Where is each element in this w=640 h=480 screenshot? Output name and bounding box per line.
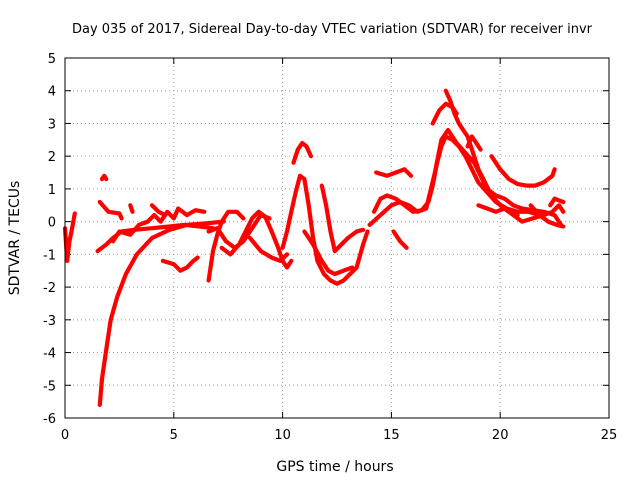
axis-ticks: 0 5 10 15 20 25 -6 -5 -4 -3 -2 -1 0 1 2 3 4 5 [43,52,617,443]
series-track-19 [367,127,564,227]
series-track-9 [160,255,200,273]
series-track-13 [247,235,290,263]
y-tick-label: 0 [48,216,56,231]
y-tick-label: -5 [43,379,56,394]
y-tick-label: -2 [43,281,56,296]
y-tick-label: 1 [48,183,56,198]
series-track-21 [391,229,409,250]
series-track-15 [291,141,313,165]
series-track-28 [548,196,566,208]
series-track-7 [128,203,135,214]
x-tick-label: 20 [492,428,509,443]
plot-frame [64,57,610,419]
x-axis-label: GPS time / hours [276,459,393,475]
data-series [62,88,566,407]
series-track-24 [465,134,483,152]
y-tick-label: 4 [48,85,56,100]
y-tick-label: -1 [43,248,56,263]
series-track-2 [99,173,109,182]
y-tick-label: -6 [43,412,56,427]
x-tick-label: 0 [61,428,69,443]
series-track-27 [528,203,566,229]
series-track-5 [97,219,226,407]
y-tick-label: -4 [43,347,56,362]
series-track-14 [280,173,370,286]
series-track-8 [149,203,168,218]
grid [65,58,609,418]
series-track-16 [319,183,366,254]
series-track-25 [489,154,557,188]
y-tick-label: 2 [48,150,56,165]
x-tick-label: 5 [170,428,178,443]
series-track-26 [476,203,566,224]
series-track-20 [374,167,414,178]
series-track-23 [443,88,520,218]
series-track-6 [110,206,207,244]
y-axis-label: SDTVAR / TECUs [7,181,23,296]
y-tick-label: 3 [48,117,56,132]
x-tick-label: 10 [274,428,291,443]
chart-title: Day 035 of 2017, Sidereal Day-to-day VTE… [72,22,593,37]
x-tick-label: 25 [601,428,618,443]
series-track-1 [62,211,77,263]
y-tick-label: -3 [43,314,56,329]
series-track-12 [219,209,294,270]
x-tick-label: 15 [383,428,400,443]
y-tick-label: 5 [48,52,56,67]
series-track-3 [97,199,124,221]
series-track-10 [206,209,246,283]
series-track-17 [302,229,355,277]
